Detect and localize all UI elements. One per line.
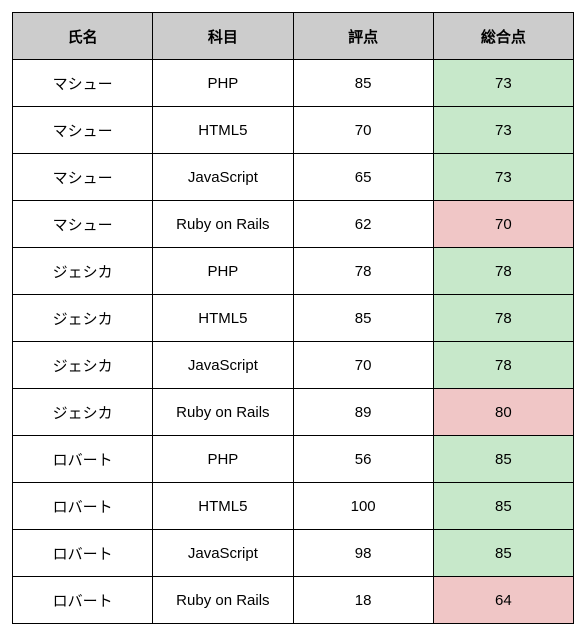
cell-name: ロバート xyxy=(13,530,153,577)
cell-score: 62 xyxy=(293,201,433,248)
cell-score: 78 xyxy=(293,248,433,295)
cell-total: 85 xyxy=(433,483,573,530)
cell-score: 100 xyxy=(293,483,433,530)
col-header-subject: 科目 xyxy=(153,13,293,60)
cell-score: 89 xyxy=(293,389,433,436)
table-row: ジェシカRuby on Rails8980 xyxy=(13,389,574,436)
cell-score: 56 xyxy=(293,436,433,483)
col-header-total: 総合点 xyxy=(433,13,573,60)
cell-total: 85 xyxy=(433,530,573,577)
cell-name: マシュー xyxy=(13,201,153,248)
cell-name: ロバート xyxy=(13,577,153,624)
cell-total: 78 xyxy=(433,295,573,342)
table-row: ジェシカPHP7878 xyxy=(13,248,574,295)
cell-total: 73 xyxy=(433,154,573,201)
cell-name: ジェシカ xyxy=(13,342,153,389)
cell-subject: PHP xyxy=(153,436,293,483)
cell-total: 78 xyxy=(433,342,573,389)
cell-name: マシュー xyxy=(13,60,153,107)
cell-name: ジェシカ xyxy=(13,389,153,436)
cell-score: 65 xyxy=(293,154,433,201)
cell-score: 18 xyxy=(293,577,433,624)
cell-score: 70 xyxy=(293,107,433,154)
cell-name: ジェシカ xyxy=(13,248,153,295)
cell-score: 98 xyxy=(293,530,433,577)
cell-subject: PHP xyxy=(153,60,293,107)
cell-total: 70 xyxy=(433,201,573,248)
cell-name: ロバート xyxy=(13,436,153,483)
cell-score: 70 xyxy=(293,342,433,389)
cell-subject: HTML5 xyxy=(153,107,293,154)
cell-subject: PHP xyxy=(153,248,293,295)
col-header-name: 氏名 xyxy=(13,13,153,60)
cell-subject: JavaScript xyxy=(153,342,293,389)
table-row: ロバートRuby on Rails1864 xyxy=(13,577,574,624)
table-row: ロバートHTML510085 xyxy=(13,483,574,530)
cell-total: 73 xyxy=(433,107,573,154)
table-row: マシューRuby on Rails6270 xyxy=(13,201,574,248)
table-row: マシューHTML57073 xyxy=(13,107,574,154)
cell-score: 85 xyxy=(293,295,433,342)
cell-total: 78 xyxy=(433,248,573,295)
cell-score: 85 xyxy=(293,60,433,107)
table-row: マシューJavaScript6573 xyxy=(13,154,574,201)
cell-subject: JavaScript xyxy=(153,154,293,201)
cell-subject: Ruby on Rails xyxy=(153,577,293,624)
table-row: ロバートPHP5685 xyxy=(13,436,574,483)
cell-subject: HTML5 xyxy=(153,295,293,342)
cell-total: 85 xyxy=(433,436,573,483)
score-table: 氏名 科目 評点 総合点 マシューPHP8573マシューHTML57073マシュ… xyxy=(12,12,574,624)
table-row: ジェシカJavaScript7078 xyxy=(13,342,574,389)
cell-subject: Ruby on Rails xyxy=(153,389,293,436)
cell-name: ジェシカ xyxy=(13,295,153,342)
cell-name: ロバート xyxy=(13,483,153,530)
cell-subject: Ruby on Rails xyxy=(153,201,293,248)
table-row: マシューPHP8573 xyxy=(13,60,574,107)
cell-subject: HTML5 xyxy=(153,483,293,530)
header-row: 氏名 科目 評点 総合点 xyxy=(13,13,574,60)
cell-subject: JavaScript xyxy=(153,530,293,577)
table-row: ロバートJavaScript9885 xyxy=(13,530,574,577)
cell-total: 64 xyxy=(433,577,573,624)
cell-total: 73 xyxy=(433,60,573,107)
col-header-score: 評点 xyxy=(293,13,433,60)
cell-name: マシュー xyxy=(13,154,153,201)
cell-name: マシュー xyxy=(13,107,153,154)
cell-total: 80 xyxy=(433,389,573,436)
table-row: ジェシカHTML58578 xyxy=(13,295,574,342)
